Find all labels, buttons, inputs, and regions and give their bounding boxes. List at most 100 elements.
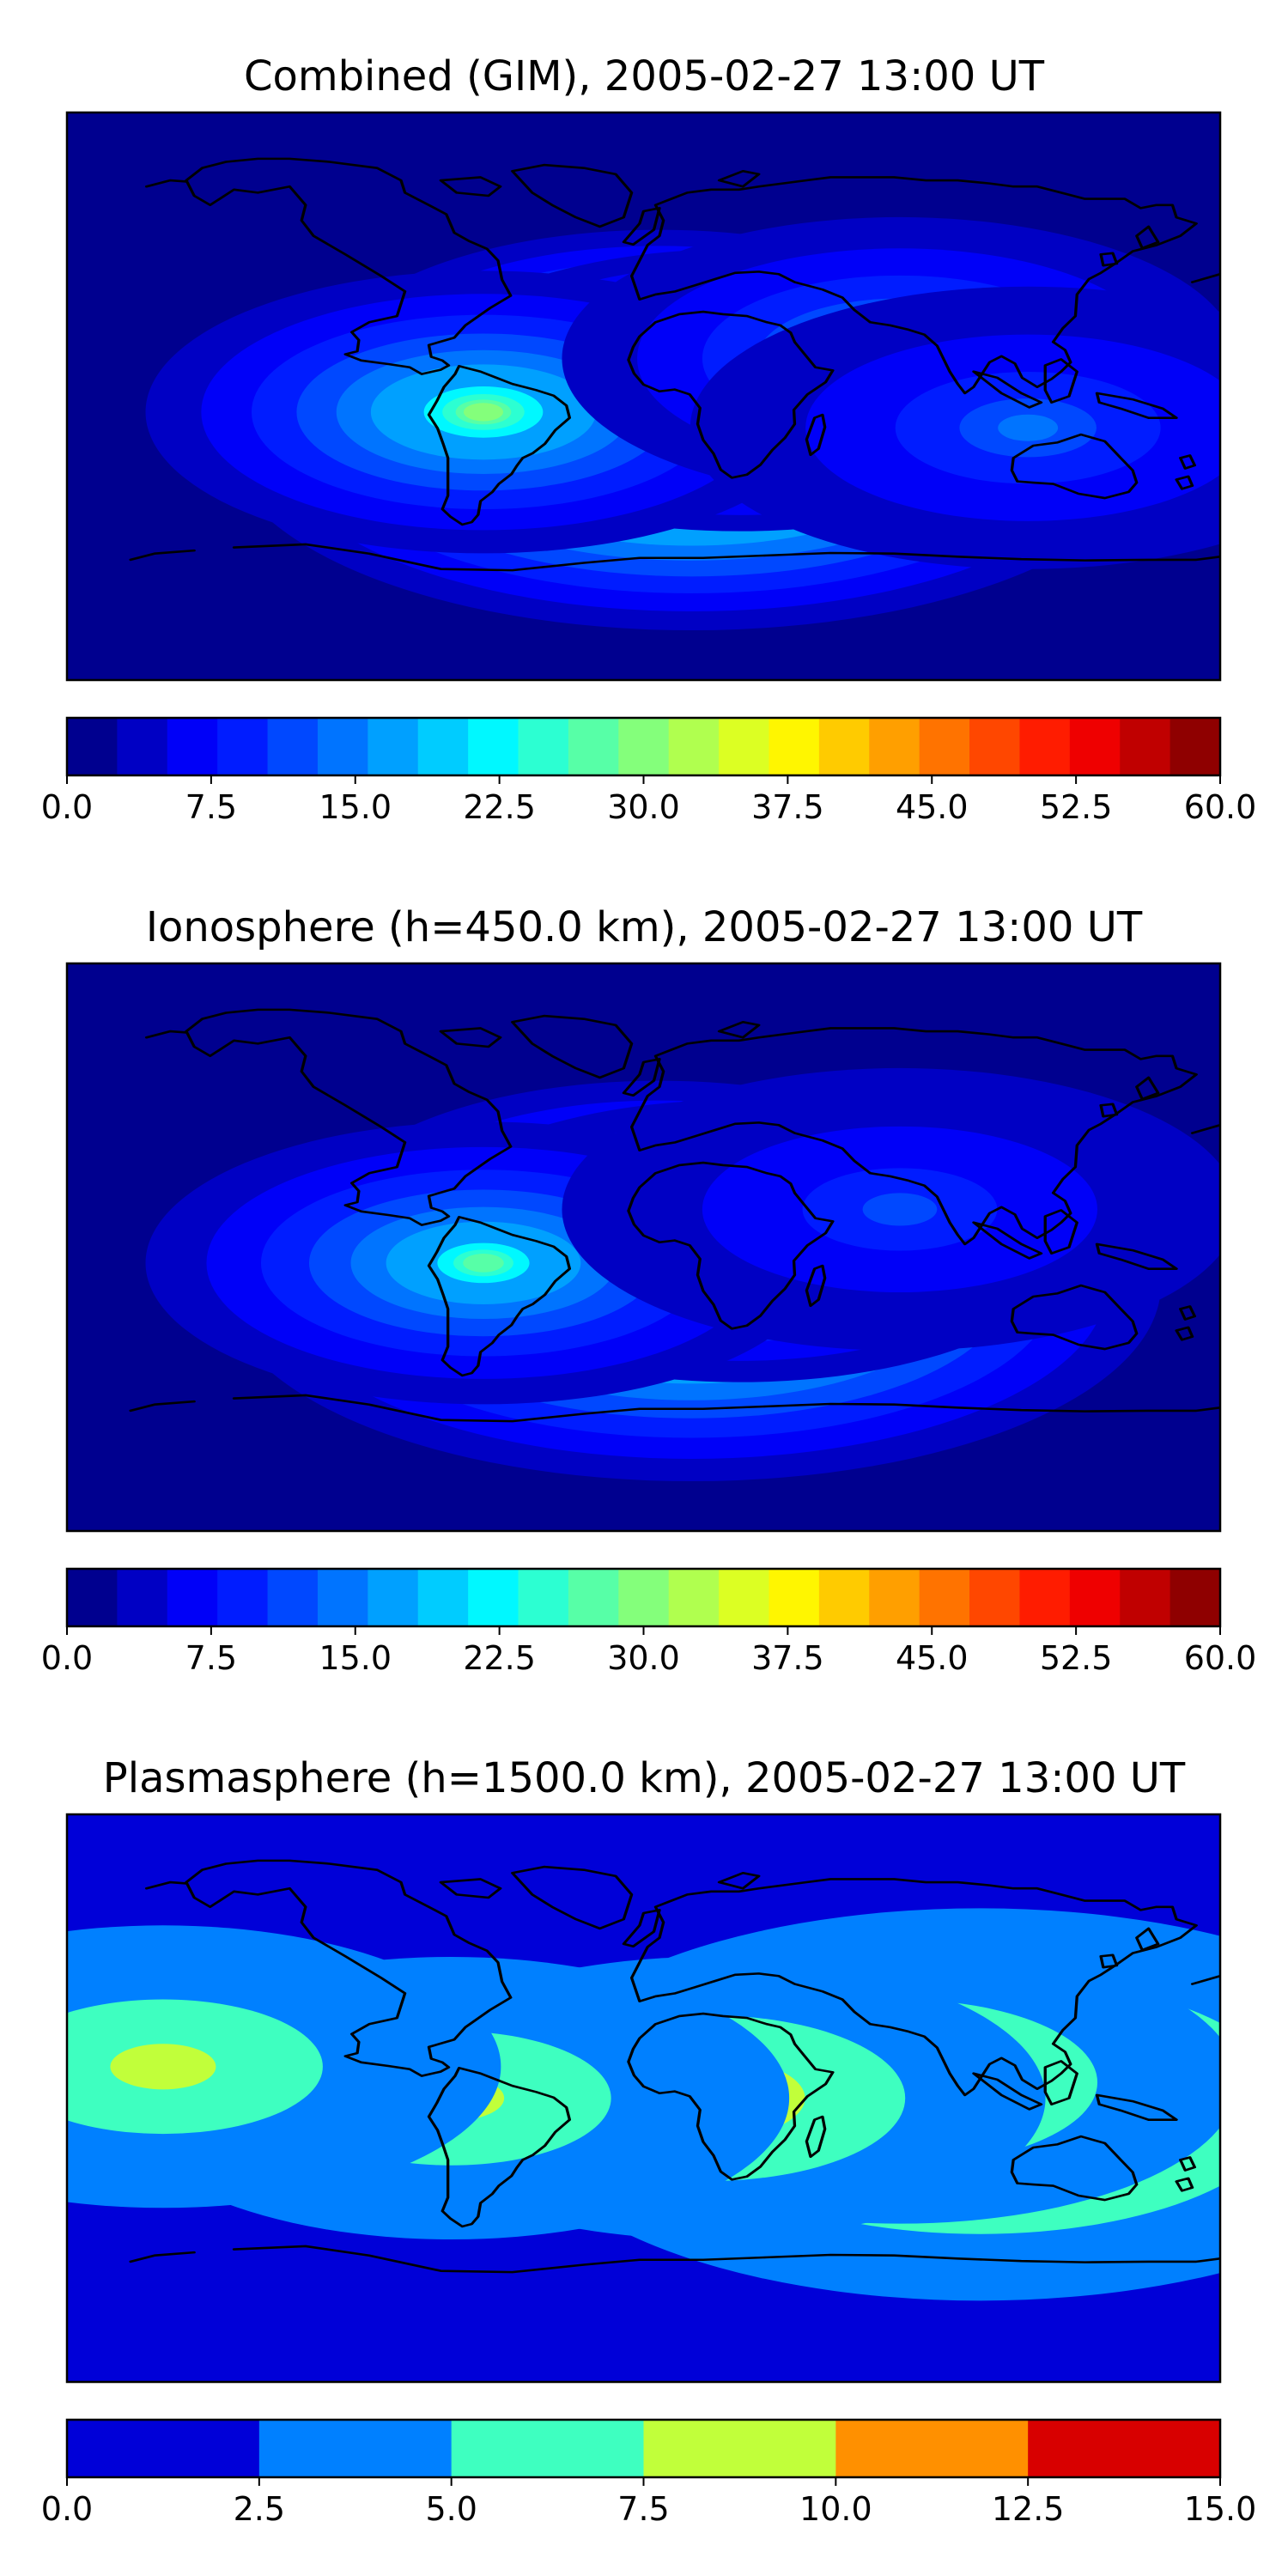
colorbar-segment: [317, 718, 368, 775]
colorbar-segment: [1069, 1569, 1121, 1626]
colorbar-segment: [167, 718, 218, 775]
panel-ionosphere: Ionosphere (h=450.0 km), 2005-02-27 13:0…: [41, 903, 1257, 1677]
colorbar-segment: [518, 718, 569, 775]
map-combined: [67, 112, 1220, 680]
map-ionosphere: [67, 963, 1220, 1531]
colorbar-combined: 0.0 7.5 15.0 22.5 30.0 37.5 45.0 52.5 60.0: [41, 716, 1257, 826]
colorbar-segment: [719, 1569, 770, 1626]
colorbar-segment: [67, 718, 118, 775]
panel-combined: Combined (GIM), 2005-02-27 13:00 UT 0.0 7…: [41, 52, 1257, 826]
title-plasmasphere: Plasmasphere (h=1500.0 km), 2005-02-27 1…: [103, 1754, 1186, 1802]
colorbar-tick-label: 22.5: [463, 788, 536, 826]
colorbar-tick-label: 22.5: [463, 1639, 536, 1677]
panel-plasmasphere: Plasmasphere (h=1500.0 km), 2005-02-27 1…: [41, 1754, 1257, 2528]
colorbar-tick-label: 45.0: [896, 788, 969, 826]
colorbar-segment: [618, 718, 670, 775]
colorbar-segment: [1120, 718, 1171, 775]
colorbar-segment: [719, 718, 770, 775]
map-frame: [65, 1813, 1222, 2384]
colorbar-tick-label: 60.0: [1184, 1639, 1257, 1677]
colorbar-segment: [618, 1569, 670, 1626]
colorbar-segment: [969, 718, 1021, 775]
colorbar-segment: [835, 2420, 1029, 2477]
colorbar-segment: [117, 1569, 168, 1626]
title-ionosphere: Ionosphere (h=450.0 km), 2005-02-27 13:0…: [146, 903, 1143, 951]
colorbar-tick-label: 60.0: [1184, 788, 1257, 826]
colorbar-tick-label: 52.5: [1040, 1639, 1113, 1677]
colorbar-segment: [417, 718, 469, 775]
colorbar-tick-label: 37.5: [751, 788, 824, 826]
field-plasmasphere: [67, 1814, 1220, 2382]
colorbar-tick-label: 45.0: [896, 1639, 969, 1677]
colorbar-segment: [769, 1569, 820, 1626]
colorbar-segment: [869, 1569, 920, 1626]
colorbar-tick-label: 52.5: [1040, 788, 1113, 826]
colorbar-tick-label: 0.0: [41, 1639, 93, 1677]
title-combined: Combined (GIM), 2005-02-27 13:00 UT: [244, 52, 1045, 100]
colorbar-segment: [518, 1569, 569, 1626]
contour-level: [110, 2044, 216, 2090]
colorbar-segment: [1170, 718, 1221, 775]
colorbar-segment: [468, 1569, 519, 1626]
colorbar-segment: [568, 1569, 619, 1626]
colorbar-segment: [818, 1569, 870, 1626]
colorbar-ionosphere: 0.0 7.5 15.0 22.5 30.0 37.5 45.0 52.5 60.0: [41, 1567, 1257, 1677]
colorbar-segment: [417, 1569, 469, 1626]
map-frame: [65, 111, 1222, 682]
colorbar-segment: [643, 2420, 836, 2477]
colorbar-tick-label: 7.5: [185, 1639, 237, 1677]
colorbar-segment: [468, 718, 519, 775]
colorbar-segment: [67, 2420, 260, 2477]
map-plasmasphere: [67, 1814, 1220, 2382]
colorbar-segment: [258, 2420, 453, 2477]
colorbar-segment: [1170, 1569, 1221, 1626]
colorbar-segment: [67, 1569, 118, 1626]
colorbar-segment: [1069, 718, 1121, 775]
colorbar-segment: [869, 718, 920, 775]
colorbar-tick-label: 5.0: [425, 2490, 477, 2528]
colorbar-segment: [919, 718, 970, 775]
contour-level: [463, 403, 504, 422]
colorbar-segment: [818, 718, 870, 775]
colorbar-segment: [568, 718, 619, 775]
colorbar-tick-label: 7.5: [185, 788, 237, 826]
colorbar-tick-label: 10.0: [799, 2490, 872, 2528]
colorbar-segment: [368, 1569, 419, 1626]
contour-level: [463, 1253, 504, 1273]
colorbar-segment: [267, 718, 319, 775]
colorbar-segment: [1019, 1569, 1071, 1626]
colorbar-segment: [117, 718, 168, 775]
contour-level: [998, 414, 1059, 441]
colorbar-segment: [1019, 718, 1071, 775]
contour-level: [862, 1193, 938, 1226]
colorbar-tick-label: 15.0: [319, 1639, 392, 1677]
colorbar-tick-label: 12.5: [992, 2490, 1065, 2528]
map-frame: [65, 962, 1222, 1533]
colorbar-tick-label: 30.0: [607, 1639, 680, 1677]
colorbar-segment: [317, 1569, 368, 1626]
colorbar-segment: [451, 2420, 645, 2477]
colorbar-segment: [1028, 2420, 1221, 2477]
colorbar-tick-label: 7.5: [617, 2490, 669, 2528]
colorbar-segment: [668, 718, 720, 775]
colorbar-tick-label: 37.5: [751, 1639, 824, 1677]
colorbar-tick-label: 0.0: [41, 788, 93, 826]
colorbar-segment: [368, 718, 419, 775]
field-ionosphere: [67, 963, 1220, 1531]
colorbar-segment: [969, 1569, 1021, 1626]
colorbar-tick-label: 15.0: [319, 788, 392, 826]
colorbar-tick-label: 2.5: [234, 2490, 285, 2528]
colorbar-tick-label: 30.0: [607, 788, 680, 826]
colorbar-tick-label: 0.0: [41, 2490, 93, 2528]
colorbar-plasmasphere: 0.0 2.5 5.0 7.5 10.0 12.5 15.0: [41, 2418, 1257, 2528]
colorbar-segment: [217, 1569, 269, 1626]
colorbar-segment: [769, 718, 820, 775]
colorbar-segment: [919, 1569, 970, 1626]
colorbar-tick-label: 15.0: [1184, 2490, 1257, 2528]
colorbar-segment: [217, 718, 269, 775]
colorbar-segment: [267, 1569, 319, 1626]
colorbar-segment: [1120, 1569, 1171, 1626]
colorbar-segment: [167, 1569, 218, 1626]
colorbar-segment: [668, 1569, 720, 1626]
